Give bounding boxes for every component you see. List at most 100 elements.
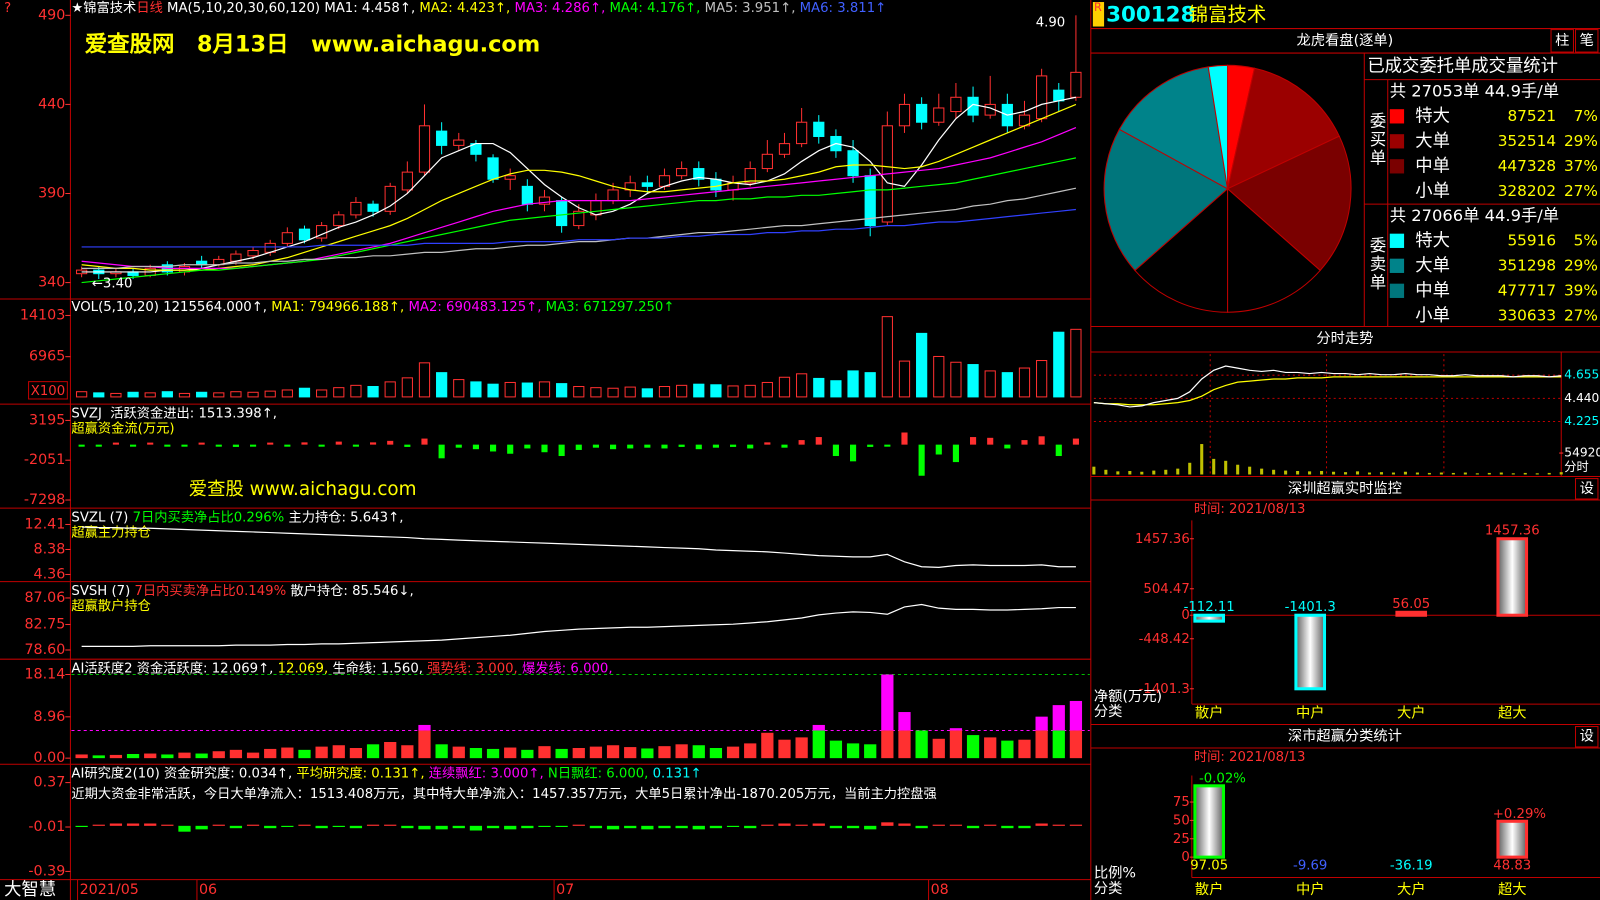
volume-bar [950, 361, 962, 398]
header-segment: 0.131↑ [653, 766, 702, 781]
volume-bar [1070, 328, 1082, 398]
monitor-bar [1193, 613, 1225, 623]
volume-bar [761, 381, 773, 398]
research-bar [195, 825, 208, 830]
header-segment: MA5: 3.951↑, [705, 1, 800, 16]
header-segment: MA6: 3.811↑ [800, 1, 887, 16]
header-segment: MA(5,10,20,30,60,120) [163, 1, 324, 16]
activity-bar [401, 745, 414, 759]
header-segment: MA3: 4.286↑, [514, 1, 609, 16]
activity-bar-burst [881, 674, 894, 731]
research-bar [401, 825, 414, 829]
volume-bar [127, 391, 139, 398]
activity-bar [915, 730, 928, 759]
volume-bar [1343, 472, 1348, 475]
button[interactable]: 设 [1580, 728, 1594, 745]
research-bar [109, 823, 123, 826]
legend-swatch [1389, 258, 1405, 273]
category-label: 散户 [1195, 704, 1224, 721]
flow-bar [644, 444, 651, 448]
volume-bar [1391, 472, 1395, 475]
row-count: 352514 [1498, 132, 1556, 150]
flow-bar [1038, 436, 1045, 445]
row-count: 330633 [1498, 306, 1556, 324]
legend-swatch [1389, 283, 1405, 298]
value-label: 48.83 [1493, 858, 1531, 873]
volume-bar [1308, 471, 1312, 475]
research-bar [624, 825, 637, 829]
activity-bar [761, 732, 774, 759]
activity-bar [384, 742, 397, 759]
activity-bar [572, 748, 585, 759]
panel-header: AI研究度2(10) 资金研究度: 0.034↑, 平均研究度: 0.131↑,… [71, 765, 701, 781]
time-label: 时间: 2021/08/13 [1194, 749, 1306, 765]
activity-bar [778, 739, 791, 759]
candle-body [933, 107, 945, 123]
flow-bar [747, 444, 754, 449]
button[interactable]: 设 [1580, 480, 1594, 497]
candle-body [761, 153, 773, 170]
candle-body [676, 168, 688, 177]
activity-bar [212, 751, 225, 759]
flow-bar [678, 444, 685, 447]
y-tick-label: 82.75 [24, 616, 65, 632]
panel-header: AI活跃度2 资金活跃度: 12.069↑, 12.069, 生命线: 1.56… [71, 659, 612, 676]
button[interactable]: 柱 [1555, 32, 1569, 49]
monitor-bar [1496, 537, 1529, 617]
research-bar [795, 824, 808, 826]
research-bar [915, 825, 928, 829]
activity-bar-burst [1035, 716, 1048, 731]
flow-bar [935, 444, 942, 455]
y-tick-label: -1401.3 [1139, 682, 1190, 697]
activity-bar [178, 752, 191, 759]
candle-body [538, 196, 551, 205]
high-label: 4.90 [1036, 15, 1066, 30]
y-tick-label: 4.440 [1564, 391, 1599, 405]
candle-body [556, 200, 568, 227]
research-bar [881, 822, 894, 826]
volume-bar [316, 389, 328, 398]
monitor-bar [1395, 610, 1428, 617]
volume-bar [1475, 473, 1479, 475]
y-tick-label: 4.225 [1564, 414, 1599, 428]
button[interactable]: 笔 [1580, 32, 1594, 49]
header-segment: AI研究度2(10) 资金研究度: 0.034↑, [71, 765, 296, 781]
activity-bar [75, 754, 88, 759]
flow-bar [558, 444, 565, 457]
volume-bar [1535, 473, 1539, 475]
volume-bar [607, 387, 619, 398]
activity-bar [864, 744, 877, 759]
candle-body [607, 189, 619, 202]
flow-bar [421, 438, 428, 445]
volume-bar [1140, 471, 1144, 475]
axis-label: 分类 [1094, 703, 1123, 720]
date-label: 08 [931, 882, 949, 898]
flow-bar [318, 444, 325, 447]
y-tick-label: 75 [1173, 795, 1190, 810]
panel-header: SVZL (7) 7日内买卖净占比0.296% 主力持仓: 5.643↑, [71, 509, 403, 525]
candle-body [401, 171, 413, 191]
volume-bar [1284, 470, 1288, 475]
category-label: 散户 [1195, 881, 1224, 898]
research-bar [829, 825, 843, 829]
research-bar [744, 825, 757, 829]
flow-bar [952, 444, 959, 463]
research-bar [469, 825, 483, 831]
y-tick-label: 0 [1181, 850, 1189, 865]
candle-body [744, 168, 756, 184]
header-segment: 连续飘红: 3.000↑, [429, 765, 548, 781]
volume-bar [624, 386, 636, 398]
activity-bar [692, 745, 705, 759]
activity-bar [504, 747, 517, 759]
activity-bar [349, 748, 363, 759]
flow-bar [1004, 444, 1011, 449]
activity-bar [795, 737, 808, 759]
flow-bar [472, 444, 479, 450]
activity-bar [246, 752, 260, 759]
badge-text: R [1094, 1, 1102, 14]
section-title: 深圳超赢实时监控 [1288, 480, 1402, 497]
y-tick-label: 14103 [20, 307, 65, 323]
volume-bar [436, 372, 448, 398]
activity-bar-burst [1052, 705, 1065, 731]
candle-body [350, 201, 362, 216]
